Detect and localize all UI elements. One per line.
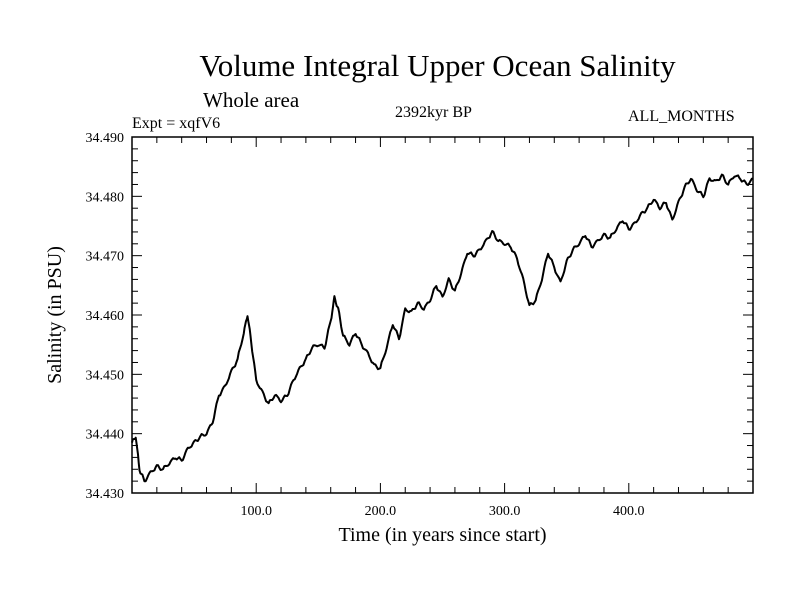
y-tick-label: 34.480 xyxy=(86,190,125,205)
months-label: ALL_MONTHS xyxy=(628,108,735,125)
y-tick-label: 34.470 xyxy=(86,250,125,265)
y-tick-label: 34.450 xyxy=(86,368,125,383)
y-tick-label: 34.430 xyxy=(86,487,125,502)
chart-title: Volume Integral Upper Ocean Salinity xyxy=(199,48,676,83)
y-axis-label: Salinity (in PSU) xyxy=(44,246,66,384)
x-tick-label: 100.0 xyxy=(240,504,272,519)
salinity-series-line xyxy=(131,173,754,483)
period-label: 2392kyr BP xyxy=(395,104,472,121)
x-axis-label: Time (in years since start) xyxy=(338,524,546,546)
x-tick-label: 300.0 xyxy=(489,504,521,519)
chart-subtitle: Whole area xyxy=(203,88,300,112)
expt-label: Expt = xqfV6 xyxy=(132,115,221,132)
x-tick-label: 200.0 xyxy=(365,504,397,519)
y-tick-label: 34.440 xyxy=(86,428,125,443)
y-tick-label: 34.490 xyxy=(86,131,125,146)
axis-ticks xyxy=(132,137,753,493)
tick-labels: 100.0 200.0 300.0 400.0 34.430 34.440 34.450 34… xyxy=(86,131,645,519)
x-tick-label: 400.0 xyxy=(613,504,645,519)
y-tick-label: 34.460 xyxy=(86,309,125,324)
plot-frame xyxy=(131,136,754,494)
